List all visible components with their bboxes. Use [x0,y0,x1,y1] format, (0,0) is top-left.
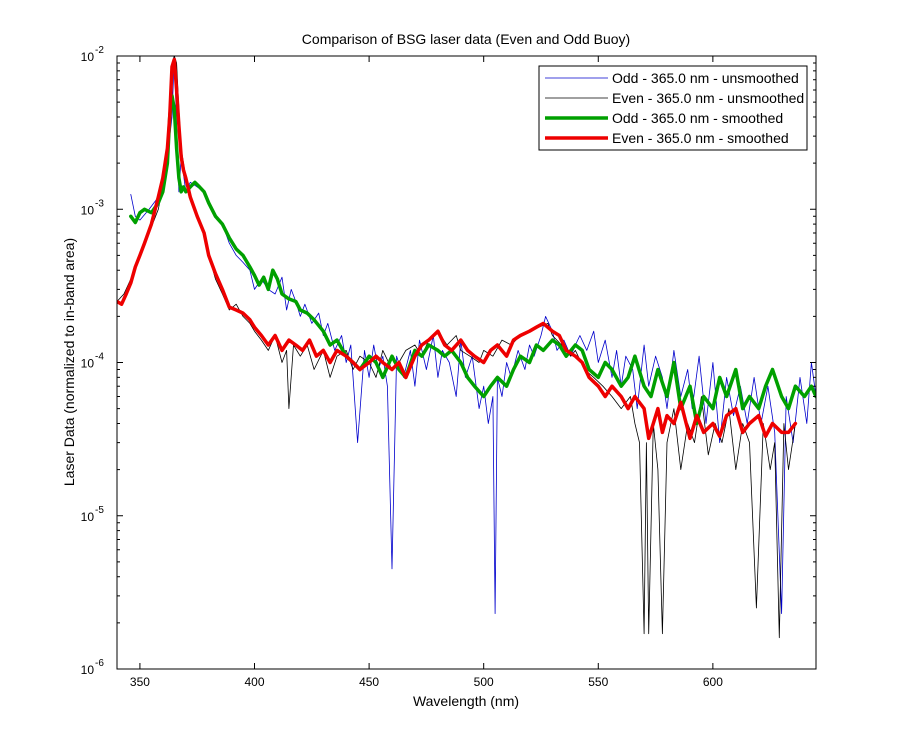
y-tick-label: 10 [81,510,95,524]
legend-label-0: Odd - 365.0 nm - unsmoothed [612,70,799,86]
legend-label-1: Even - 365.0 nm - unsmoothed [612,90,804,106]
y-tick-label: 10 [81,50,95,64]
x-tick-label: 350 [130,675,150,689]
y-tick-label-exponent: -3 [95,198,104,209]
legend-label-3: Even - 365.0 nm - smoothed [612,130,789,146]
chart-title: Comparison of BSG laser data (Even and O… [302,31,630,47]
y-tick-label-exponent: -6 [95,658,104,669]
series-layer [117,56,816,639]
x-tick-label: 450 [359,675,379,689]
legend-box [538,65,808,151]
y-tick-label: 10 [81,663,95,677]
y-tick-label-exponent: -5 [95,505,104,516]
y-tick-label-exponent: -4 [95,352,104,363]
series-line-2 [129,94,816,426]
x-tick-label: 600 [703,675,723,689]
x-tick-label: 550 [588,675,608,689]
y-tick-label-exponent: -2 [95,45,104,56]
y-tick-label: 10 [81,203,95,217]
series-line-3 [117,57,798,441]
legend-label-2: Odd - 365.0 nm - smoothed [612,110,783,126]
x-tick-label: 400 [244,675,264,689]
legend: Odd - 365.0 nm - unsmoothed Even - 365.0 … [538,65,808,151]
x-tick-label: 500 [474,675,494,689]
y-axis-label: Laser Data (normalized to in-band area) [61,238,77,486]
plot-frame [116,55,817,670]
x-axis-label: Wavelength (nm) [413,693,519,709]
series-line-0 [130,56,816,614]
y-tick-label: 10 [81,357,95,371]
